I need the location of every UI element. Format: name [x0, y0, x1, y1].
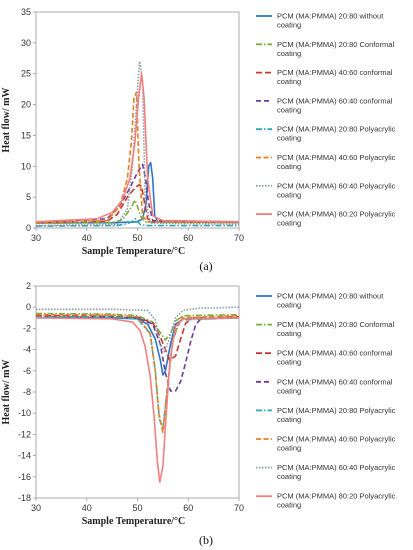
legend-entry-line: coating — [277, 444, 301, 453]
x-tick-label: 70 — [234, 233, 244, 243]
legend-entry-line: coating — [277, 501, 301, 510]
y-axis-label: Heat flow/ mW — [1, 360, 12, 425]
y-tick-label: -14 — [18, 451, 31, 461]
legend-entry-line: coating — [277, 21, 301, 30]
y-tick-label: -16 — [18, 472, 31, 482]
x-tick-label: 40 — [82, 233, 92, 243]
legend-entry: PCM (MA:PMMA) 20:80 Polyacrylic coating — [277, 125, 396, 143]
y-tick-label: 15 — [21, 130, 31, 140]
y-tick-label: 10 — [21, 161, 31, 171]
y-tick-label: 5 — [26, 192, 31, 202]
x-tick-label: 50 — [132, 233, 142, 243]
legend-entry-line: PCM (MA:PMMA) 60:40 conformal — [277, 377, 393, 386]
y-tick-label: -18 — [18, 493, 31, 503]
legend-entry-line: coating — [277, 162, 301, 171]
series-line-4 — [36, 315, 239, 392]
series-line-7 — [36, 60, 239, 227]
series-line-8 — [36, 72, 239, 223]
legend-entry: PCM (MA:PMMA) 60:40 Polyacrylic coating — [277, 463, 396, 481]
legend-entry-line: PCM (MA:PMMA) 80:20 Polyacrylic — [277, 210, 396, 219]
series-line-4 — [36, 163, 239, 224]
y-tick-label: -10 — [18, 408, 31, 418]
y-axis-label: Heat flow/ mW — [1, 88, 12, 153]
legend-entry-line: coating — [277, 415, 301, 424]
legend-entry: PCM (MA:PMMA) 20:80 without coating — [277, 292, 384, 310]
series-line-6 — [36, 91, 239, 224]
legend-entry-line: coating — [277, 386, 301, 395]
legend-entry-line: PCM (MA:PMMA) 20:80 Conformal — [277, 40, 394, 49]
legend-entry: PCM (MA:PMMA) 60:40 Polyacrylic coating — [277, 181, 396, 199]
x-tick-label: 30 — [31, 233, 41, 243]
legend-entry-line: coating — [277, 329, 301, 338]
legend-entry-line: coating — [277, 472, 301, 481]
legend-entry: PCM (MA:PMMA) 40:60 conformal coating — [277, 68, 393, 86]
legend-entry-line: PCM (MA:PMMA) 40:60 conformal — [277, 349, 393, 358]
x-tick-label: 60 — [183, 503, 193, 513]
x-tick-label: 30 — [31, 503, 41, 513]
series-line-2 — [36, 312, 239, 341]
legend-entry-line: coating — [277, 134, 301, 143]
y-tick-label: 2 — [26, 281, 31, 291]
x-tick-label: 70 — [234, 503, 244, 513]
y-tick-label: 30 — [21, 38, 31, 48]
legend-entry-line: coating — [277, 219, 301, 228]
legend-entry: PCM (MA:PMMA) 40:60 conformal coating — [277, 349, 393, 367]
legend-entry: PCM (MA:PMMA) 80:20 Polyacrylic coating — [277, 492, 396, 510]
y-tick-label: -12 — [18, 429, 31, 439]
legend-entry: PCM (MA:PMMA) 20:80 Conformal coating — [277, 320, 394, 338]
series-line-7 — [36, 306, 239, 353]
x-axis-label: Sample Temperature/°C — [82, 516, 186, 527]
legend-entry-line: PCM (MA:PMMA) 60:40 Polyacrylic — [277, 181, 396, 190]
series-line-3 — [36, 314, 239, 361]
legend-entry-line: PCM (MA:PMMA) 40:60 conformal — [277, 68, 393, 77]
legend-entry-line: coating — [277, 49, 301, 58]
y-tick-label: -8 — [23, 387, 31, 397]
y-tick-label: -6 — [23, 366, 31, 376]
legend-entry-line: PCM (MA:PMMA) 20:80 Polyacrylic — [277, 406, 396, 415]
series-line-8 — [36, 317, 239, 483]
legend-entry-line: PCM (MA:PMMA) 80:20 Polyacrylic — [277, 492, 396, 501]
x-tick-label: 40 — [82, 503, 92, 513]
y-tick-label: 0 — [26, 223, 31, 233]
y-tick-label: 20 — [21, 100, 31, 110]
legend-entry-line: PCM (MA:PMMA) 20:80 Polyacrylic — [277, 125, 396, 134]
x-axis-label: Sample Temperature/°C — [82, 246, 186, 257]
legend-entry: PCM (MA:PMMA) 20:80 Conformal coating — [277, 40, 394, 58]
legend-entry-line: PCM (MA:PMMA) 20:80 without — [277, 12, 384, 21]
legend-entry: PCM (MA:PMMA) 60:40 conformal coating — [277, 96, 393, 114]
legend-entry-line: PCM (MA:PMMA) 40:60 Polyacrylic — [277, 435, 396, 444]
legend-entry-line: coating — [277, 358, 301, 367]
panel-label: (a) — [199, 259, 212, 273]
legend-entry: PCM (MA:PMMA) 20:80 without coating — [277, 12, 384, 30]
legend-entry-line: coating — [277, 301, 301, 310]
y-tick-label: 0 — [26, 302, 31, 312]
x-tick-label: 50 — [132, 503, 142, 513]
legend-entry: PCM (MA:PMMA) 60:40 conformal coating — [277, 377, 393, 395]
legend-entry: PCM (MA:PMMA) 40:60 Polyacrylic coating — [277, 153, 396, 171]
series-line-6 — [36, 313, 239, 434]
y-tick-label: -4 — [23, 345, 31, 355]
legend-entry-line: PCM (MA:PMMA) 20:80 Conformal — [277, 320, 394, 329]
panel-label: (b) — [199, 533, 213, 547]
legend-entry-line: PCM (MA:PMMA) 40:60 Polyacrylic — [277, 153, 396, 162]
legend-entry-line: coating — [277, 105, 301, 114]
series-line-3 — [36, 184, 239, 224]
legend-entry-line: coating — [277, 190, 301, 199]
legend-entry-line: PCM (MA:PMMA) 60:40 conformal — [277, 96, 393, 105]
legend-entry-line: coating — [277, 77, 301, 86]
y-tick-label: 25 — [21, 69, 31, 79]
legend-entry: PCM (MA:PMMA) 80:20 Polyacrylic coating — [277, 210, 396, 228]
legend-entry-line: PCM (MA:PMMA) 20:80 without — [277, 292, 384, 301]
legend-entry-line: PCM (MA:PMMA) 60:40 Polyacrylic — [277, 463, 396, 472]
series-line-5 — [36, 217, 239, 227]
y-tick-label: 35 — [21, 7, 31, 17]
y-tick-label: -2 — [23, 323, 31, 333]
chart-panel-a: 0 5 10 15 20 25 30 35 30 40 50 60 70 Sample Temperatu… — [1, 7, 396, 273]
legend-entry: PCM (MA:PMMA) 40:60 Polyacrylic coating — [277, 435, 396, 453]
legend-entry: PCM (MA:PMMA) 20:80 Polyacrylic coating — [277, 406, 396, 424]
x-tick-label: 60 — [183, 233, 193, 243]
